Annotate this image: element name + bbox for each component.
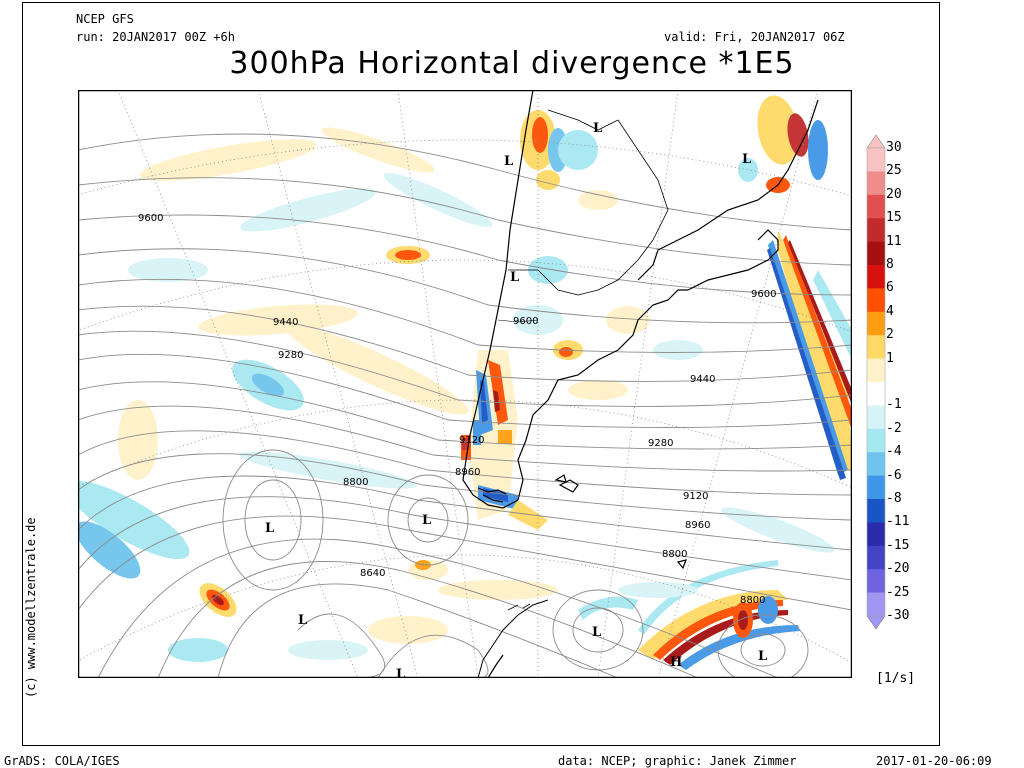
colorbar-swatch: [867, 171, 885, 196]
contour-label: 8960: [685, 520, 710, 531]
colorbar-label: 6: [886, 280, 894, 296]
colorbar-label: -8: [886, 491, 902, 506]
contour-label: 9600: [138, 213, 163, 224]
colorbar-swatch: [867, 428, 885, 453]
colorbar-swatch: [867, 241, 885, 266]
colorbar-swatch: [867, 405, 885, 430]
colorbar-label: 2: [886, 327, 894, 343]
run-info: run: 20JAN2017 00Z +6h: [76, 30, 235, 44]
coastlines: [462, 90, 819, 678]
low-marker: L: [742, 152, 751, 167]
colorbar-label: 30: [886, 140, 902, 155]
contour-label: 9120: [459, 435, 484, 446]
contour-label: 9440: [273, 317, 298, 328]
low-marker: L: [265, 521, 274, 536]
colorbar-label: 15: [886, 210, 902, 226]
contour-labels: 9600 9440 9280 9600 9120 8960 8800 8640 …: [138, 213, 776, 606]
low-marker: L: [396, 667, 405, 678]
colorbar-swatch: [867, 545, 885, 570]
colorbar-swatch: [867, 358, 885, 383]
colorbar-swatch: [867, 311, 885, 336]
colorbar-label: -4: [886, 444, 902, 460]
low-marker: L: [298, 613, 307, 628]
colorbar-label: 8: [886, 257, 894, 272]
colorbar-label: -25: [886, 584, 910, 600]
map-background: [78, 90, 852, 678]
pressure-centres: L L L L L L L L L L H: [265, 121, 767, 678]
colorbar-swatch: [867, 522, 885, 547]
low-marker: L: [593, 121, 602, 136]
low-marker: L: [422, 513, 431, 528]
colorbar-label: -11: [886, 514, 910, 530]
contour-label: 8800: [343, 477, 368, 488]
colorbar-label: 20: [886, 186, 902, 202]
footer-credit: data: NCEP; graphic: Janek Zimmer: [558, 754, 797, 768]
colorbar-swatch: [867, 265, 885, 289]
contour-label: 8800: [662, 549, 687, 560]
colorbar-swatch: [867, 335, 885, 359]
colorbar: [866, 134, 886, 630]
colorbar-label: 11: [886, 233, 902, 249]
height-contours: [78, 133, 852, 678]
colorbar-swatch: [867, 288, 885, 313]
colorbar-label: 4: [886, 303, 894, 319]
valid-time: valid: Fri, 20JAN2017 06Z: [664, 30, 845, 44]
low-marker: L: [510, 270, 519, 285]
colorbar-label: 1: [886, 350, 894, 366]
colorbar-swatch: [867, 218, 885, 242]
low-marker: L: [758, 649, 767, 664]
contour-label: 9280: [278, 350, 303, 361]
colorbar-swatch: [867, 592, 885, 617]
colorbar-label: -30: [886, 608, 910, 623]
low-marker: L: [504, 154, 513, 169]
colorbar-top-arrow: [866, 134, 886, 149]
colorbar-label: -15: [886, 537, 910, 553]
contour-label: 8800: [740, 595, 765, 606]
contour-label: 8960: [455, 467, 480, 478]
contour-label: 9280: [648, 438, 673, 449]
colorbar-swatch: [867, 382, 885, 406]
contour-label: 9120: [683, 491, 708, 502]
model-name: NCEP GFS: [76, 12, 134, 26]
footer-timestamp: 2017-01-20-06:09: [876, 754, 992, 768]
contour-label: 9600: [513, 316, 538, 327]
contour-label: 9600: [751, 289, 776, 300]
credit-text: (c) www.modellzentrale.de: [24, 517, 38, 698]
colorbar-label: -20: [886, 561, 910, 577]
colorbar-bottom-arrow: [866, 615, 886, 630]
weather-map: 9600 9440 9280 9600 9120 8960 8800 8640 …: [78, 90, 852, 678]
colorbar-label: -2: [886, 420, 902, 436]
colorbar-swatch: [867, 194, 885, 219]
colorbar-swatch: [867, 452, 885, 476]
contour-label: 8640: [360, 568, 385, 579]
low-marker: L: [592, 625, 601, 640]
colorbar-swatch: [867, 148, 885, 172]
colorbar-swatch: [867, 499, 885, 523]
figure-frame: [22, 2, 940, 746]
colorbar-swatch: [867, 569, 885, 593]
colorbar-swatch: [867, 475, 885, 500]
colorbar-label: -6: [886, 467, 902, 483]
graticule: [78, 90, 852, 678]
chart-title: 300hPa Horizontal divergence *1E5: [229, 46, 795, 81]
footer-software: GrADS: COLA/IGES: [4, 754, 120, 768]
colorbar-label: -1: [886, 397, 902, 413]
high-marker: H: [670, 655, 682, 670]
colorbar-unit: [1/s]: [876, 671, 916, 686]
colorbar-label: 25: [886, 163, 902, 179]
contour-label: 9440: [690, 374, 715, 385]
